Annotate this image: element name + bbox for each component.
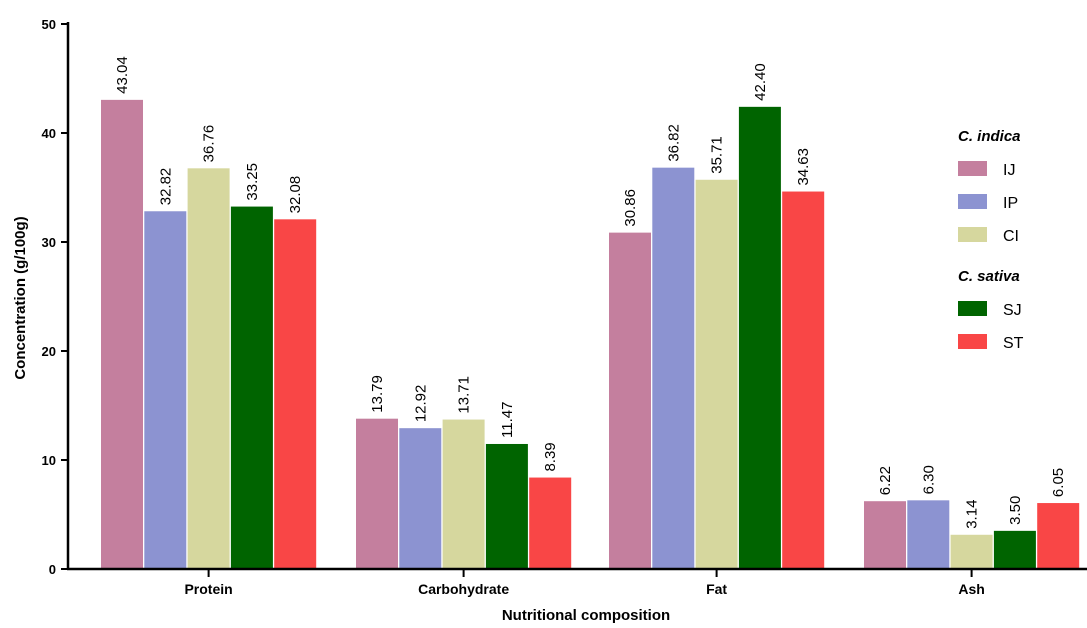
y-tick-label: 0 [49,562,56,577]
y-tick-label: 10 [42,453,56,468]
y-tick-label: 20 [42,344,56,359]
bar-carbohydrate-ij [356,418,398,569]
data-labels-layer: 43.04 32.82 36.76 33.25 32.08 13.79 12.92 13.71… [114,56,1067,528]
y-tick-label: 30 [42,235,56,250]
data-label-ash-ip: 6.30 [920,465,937,494]
data-label-ash-sj: 3.50 [1007,496,1024,525]
data-label-fat-ip: 36.82 [665,124,682,162]
bar-carbohydrate-ci [442,419,485,569]
data-label-ash-ij: 6.22 [877,466,894,495]
legend-label-ij: IJ [1003,162,1015,179]
data-label-carbohydrate-sj: 11.47 [499,402,516,438]
bar-protein-ij [101,99,143,569]
data-label-protein-ci: 36.76 [201,125,218,163]
x-tick-label-protein: Protein [184,581,232,597]
bar-ash-sj [993,530,1036,569]
y-tick-label: 40 [42,126,56,141]
axes-layer [66,22,1087,571]
legend-group-title: C. indica [958,128,1021,145]
bar-fat-sj [738,106,781,569]
legend: C. indica IJ IP CI C. sativa SJ ST [958,128,1024,352]
data-label-protein-ip: 32.82 [157,168,174,206]
legend-swatch-st [958,334,987,349]
data-label-fat-st: 34.63 [795,148,812,186]
legend-swatch-ci [958,227,987,242]
bar-fat-st [782,191,825,569]
data-label-carbohydrate-st: 8.39 [542,442,559,471]
bar-fat-ci [695,179,738,570]
bar-protein-sj [230,206,273,569]
x-ticks-layer: Protein Carbohydrate Fat Ash [184,569,985,597]
bar-protein-ci [187,168,230,570]
data-label-fat-sj: 42.40 [752,63,769,101]
data-label-fat-ij: 30.86 [622,189,639,227]
bar-ash-ip [907,500,950,569]
legend-label-ip: IP [1003,195,1018,212]
legend-label-sj: SJ [1003,302,1022,319]
x-axis-title: Nutritional composition [502,607,670,624]
bar-protein-st [274,219,317,569]
data-label-carbohydrate-ip: 12.92 [412,385,429,423]
data-label-ash-ci: 3.14 [964,500,981,529]
x-tick-label-carbohydrate: Carbohydrate [418,581,509,597]
y-ticks-layer: 0 10 20 30 40 50 [42,17,68,577]
x-tick-label-ash: Ash [958,581,984,597]
data-label-ash-st: 6.05 [1050,468,1067,497]
legend-label-ci: CI [1003,228,1019,245]
bar-carbohydrate-st [529,477,572,569]
bar-carbohydrate-ip [399,428,442,569]
data-label-fat-ci: 35.71 [709,136,726,174]
data-label-carbohydrate-ij: 13.79 [369,375,386,413]
bar-protein-ip [144,211,187,569]
data-label-protein-st: 32.08 [287,176,304,214]
y-tick-label: 50 [42,17,56,32]
data-label-carbohydrate-ci: 13.71 [456,376,473,414]
bar-ash-st [1037,503,1080,569]
bar-fat-ij [609,232,651,569]
y-axis-title: Concentration (g/100g) [12,216,29,379]
data-label-protein-sj: 33.25 [244,163,261,201]
bar-fat-ip [652,167,695,570]
bar-ash-ij [864,501,906,569]
legend-group-title: C. sativa [958,268,1020,285]
legend-swatch-ip [958,194,987,209]
legend-swatch-ij [958,161,987,176]
legend-label-st: ST [1003,335,1024,352]
x-tick-label-fat: Fat [706,581,727,597]
bars-layer [101,99,1080,570]
legend-swatch-sj [958,301,987,316]
bar-carbohydrate-sj [485,443,528,569]
bar-ash-ci [950,534,993,569]
data-label-protein-ij: 43.04 [114,56,131,94]
